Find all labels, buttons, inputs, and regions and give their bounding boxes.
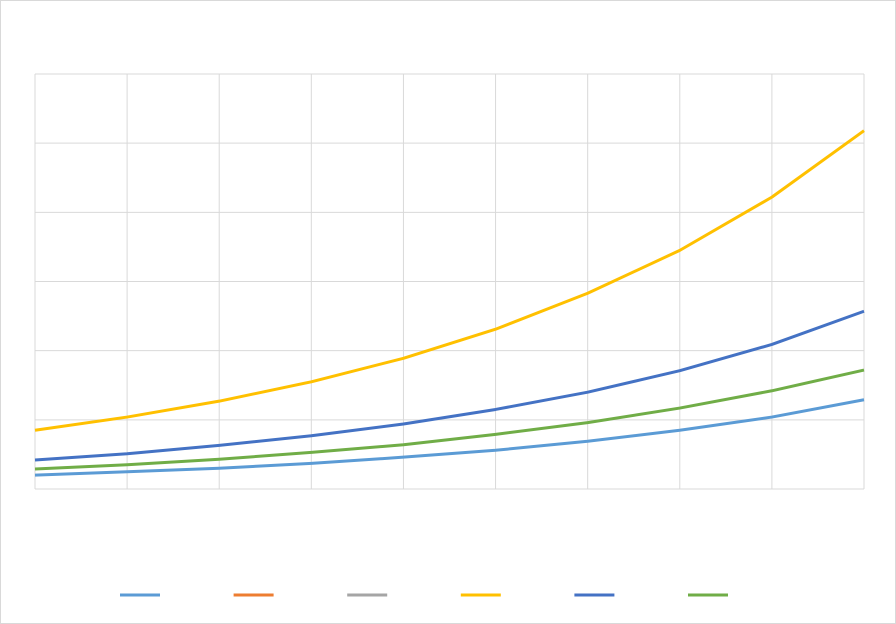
series-line (34, 309, 865, 462)
series-line (34, 129, 865, 432)
series-line (34, 368, 865, 471)
series-line (34, 398, 865, 477)
